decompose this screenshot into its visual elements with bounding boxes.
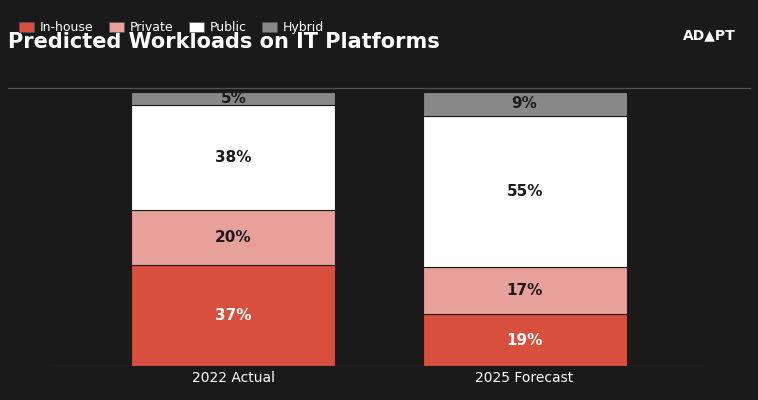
Bar [131,210,335,264]
Bar [423,92,627,116]
Bar [131,92,335,105]
Bar [131,105,335,210]
Bar [423,314,627,366]
Text: 37%: 37% [215,308,252,323]
Text: Predicted Workloads on IT Platforms: Predicted Workloads on IT Platforms [8,32,440,52]
Text: AD▲PT: AD▲PT [682,28,735,42]
Bar [131,264,335,366]
Text: 55%: 55% [506,184,543,199]
Text: 17%: 17% [506,283,543,298]
Text: 9%: 9% [512,96,537,112]
Legend: In-house, Private, Public, Hybrid: In-house, Private, Public, Hybrid [14,16,330,39]
Bar [423,116,627,267]
Text: 20%: 20% [215,230,252,245]
Text: 38%: 38% [215,150,252,165]
Bar [423,267,627,314]
Text: 5%: 5% [221,91,246,106]
Text: 19%: 19% [506,332,543,348]
